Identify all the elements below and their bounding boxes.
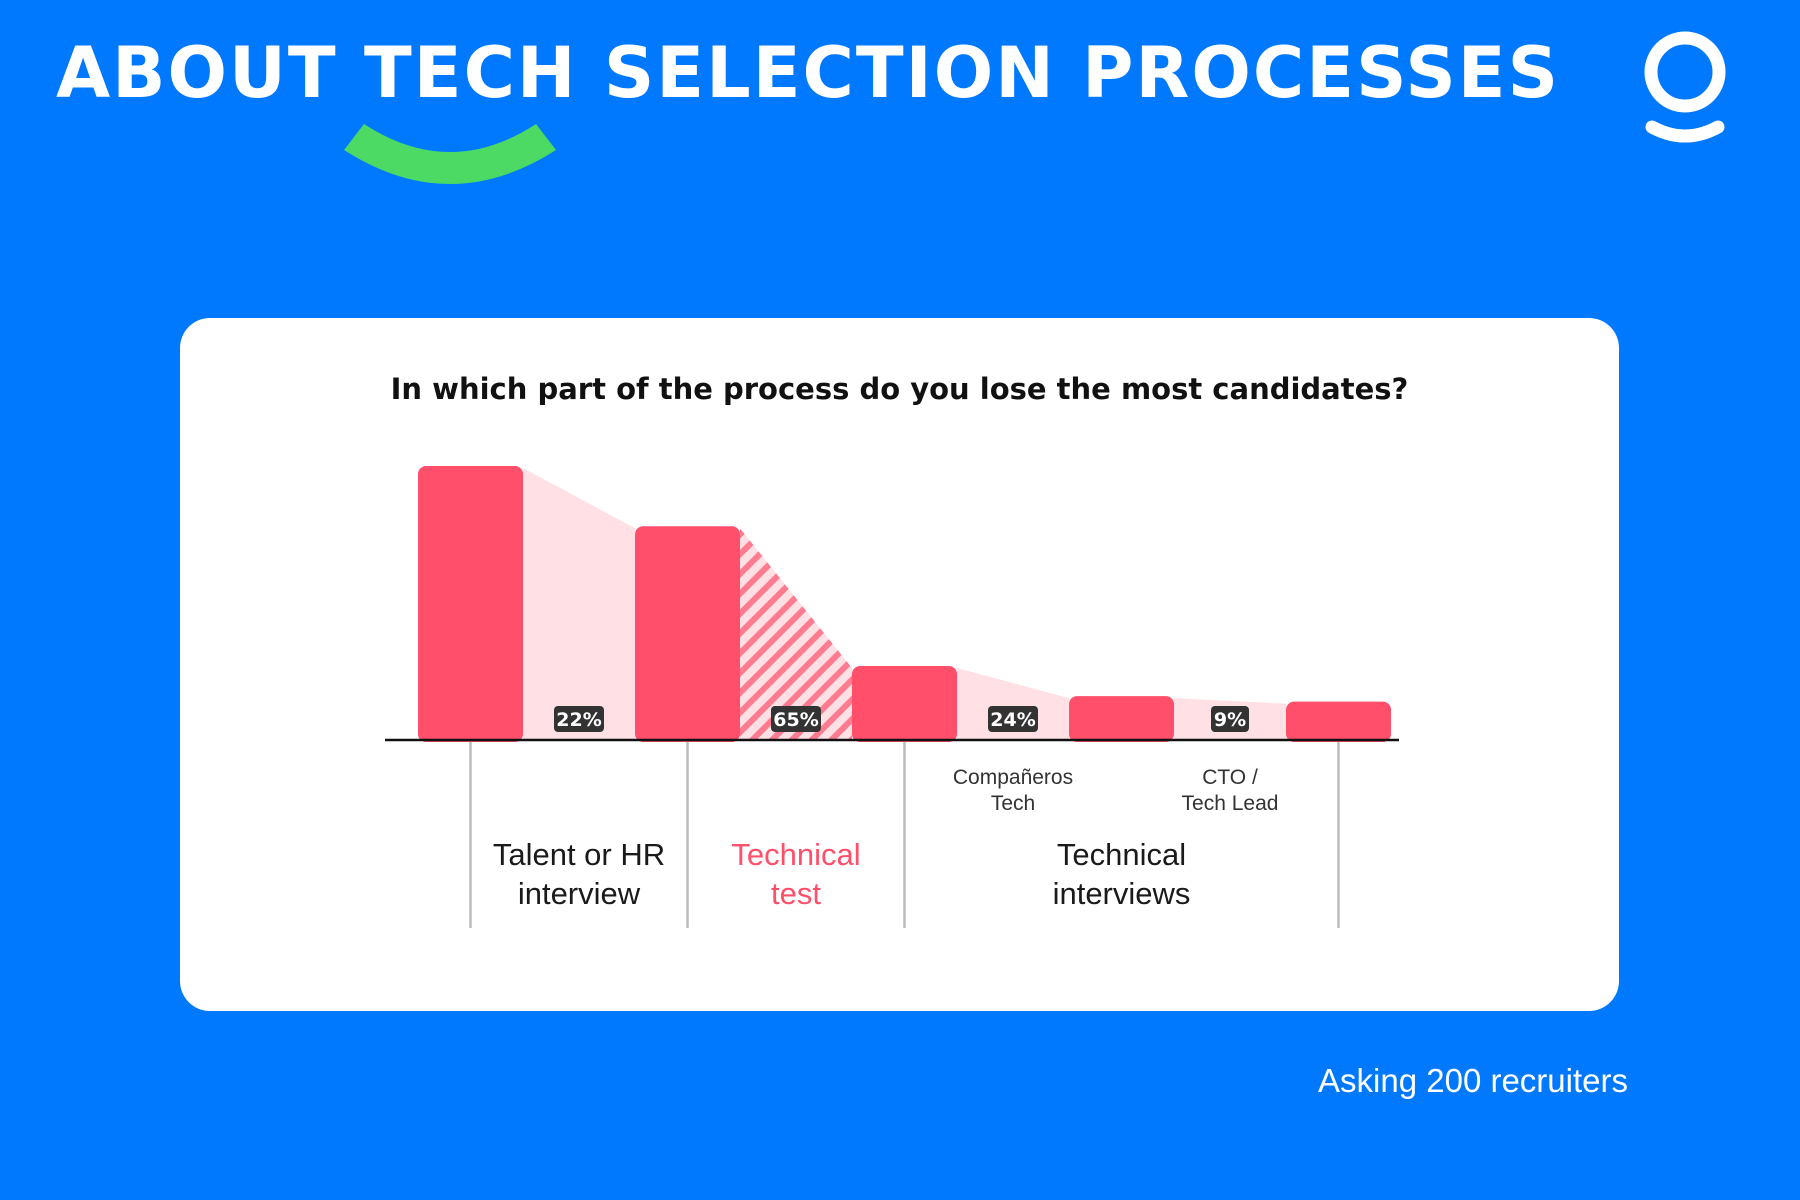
page-title: ABOUT TECH SELECTION PROCESSES — [56, 32, 1560, 114]
loss-label: 22% — [556, 709, 601, 731]
stage-group-label: interview — [518, 876, 641, 911]
smile-decoration — [344, 124, 556, 184]
loss-label: 65% — [773, 709, 818, 731]
loss-label: 9% — [1214, 709, 1246, 731]
stage-group-label: Talent or HR — [493, 837, 665, 872]
bar — [635, 526, 740, 742]
sub-stage-label: Compañeros — [953, 766, 1073, 789]
loss-badge — [771, 706, 821, 732]
chart-card: In which part of the process do you lose… — [180, 318, 1619, 1011]
chart-title: In which part of the process do you lose… — [390, 372, 1409, 406]
sub-stage-label: Tech Lead — [1182, 792, 1279, 815]
loss-connector — [523, 468, 635, 740]
bar — [418, 466, 523, 742]
footnote: Asking 200 recruiters — [1318, 1062, 1628, 1099]
stage-group-label: Technical — [731, 837, 860, 872]
stage-group-label: Technical — [1057, 837, 1186, 872]
bar — [852, 666, 957, 742]
sub-stage-label: Tech — [991, 792, 1035, 815]
bar — [1286, 701, 1391, 742]
loss-badge — [1211, 706, 1249, 732]
loss-badge — [554, 706, 604, 732]
sub-stage-label: CTO / — [1202, 766, 1258, 789]
stage-group-label: interviews — [1053, 876, 1191, 911]
loss-badge — [988, 706, 1038, 732]
loss-connector — [957, 668, 1069, 740]
stage-group-label: test — [771, 876, 821, 911]
bar — [1069, 696, 1174, 742]
loss-connector — [740, 528, 852, 740]
loss-label: 24% — [990, 709, 1035, 731]
logo-icon — [1644, 31, 1726, 143]
funnel-chart: 22% 65% 24% 9% Compañeros Tech CTO / Tech Lead T… — [385, 466, 1399, 928]
